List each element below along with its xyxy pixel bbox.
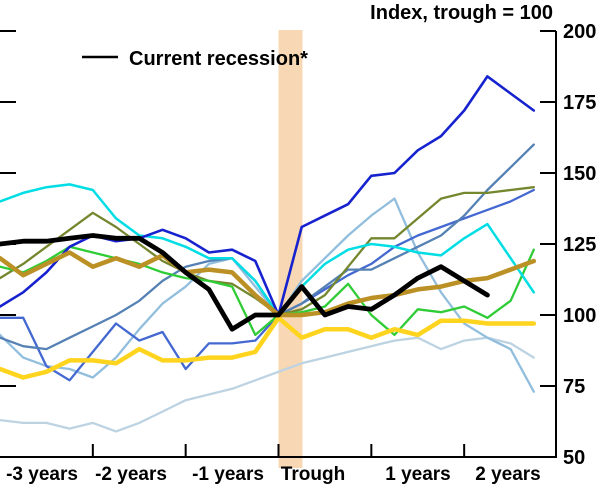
- legend: Current recession*: [82, 48, 308, 70]
- y-tick-label: 175: [563, 92, 596, 114]
- axis-frame: [0, 31, 557, 458]
- trough-band: [278, 30, 303, 468]
- x-tick-label: -2 years: [95, 464, 167, 485]
- y-tick-label: 100: [563, 305, 596, 327]
- series-line-past-recession-gold: [0, 250, 537, 318]
- series-line-current-recession: [0, 233, 490, 332]
- x-tick-label: -3 years: [6, 464, 78, 485]
- series-line-past-recession-green: [0, 245, 535, 337]
- chart-title: Index, trough = 100: [370, 2, 553, 24]
- series-line-past-recession-cornflower: [0, 188, 535, 382]
- y-tick-label: 125: [563, 234, 596, 256]
- x-tick-label: -1 years: [192, 464, 264, 485]
- series-line-past-recession-yellow: [0, 315, 537, 380]
- series-line-past-recession-pale-low: [0, 336, 535, 433]
- y-tick-label: 75: [563, 376, 585, 398]
- x-tick-label: Trough: [281, 464, 345, 485]
- x-tick-label: 1 years: [385, 464, 451, 485]
- y-tick-label: 50: [563, 447, 585, 469]
- y-tick-label: 150: [563, 163, 596, 185]
- y-tick-label: 200: [563, 21, 596, 43]
- x-axis-labels: -3 years -2 years -1 years Trough 1 years 2 y…: [6, 464, 541, 485]
- series-lines: [0, 75, 537, 433]
- legend-label: Current recession*: [129, 48, 308, 70]
- series-line-past-recession-cyan: [0, 183, 536, 317]
- series-line-past-recession-pale-spike: [0, 197, 535, 393]
- x-tick-label: 2 years: [475, 464, 541, 485]
